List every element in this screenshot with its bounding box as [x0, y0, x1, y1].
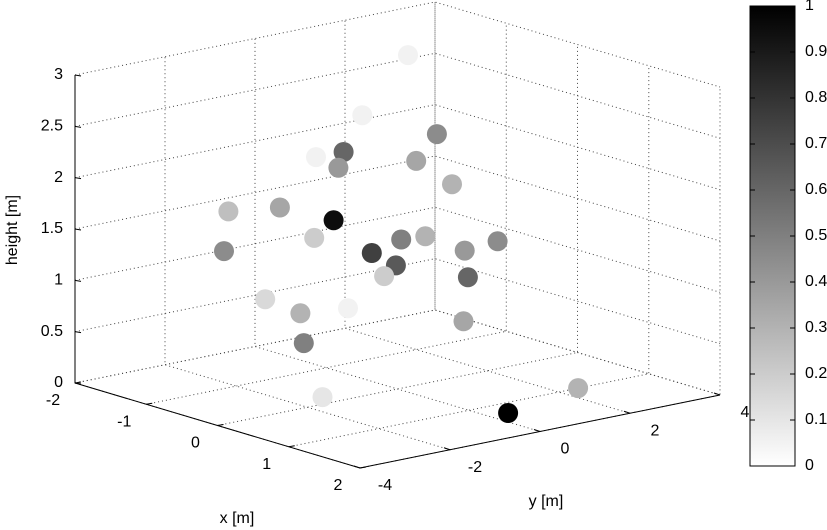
point: [457, 267, 478, 288]
z-tick: [74, 279, 82, 282]
point: [304, 227, 325, 248]
colorbar-tick-label: 1: [805, 0, 814, 14]
axis-line: [74, 75, 721, 469]
x-tick-label: 0: [191, 435, 200, 452]
x-grid-line: [217, 44, 578, 426]
z-axis-label: height [m]: [4, 195, 21, 265]
x-tick-label: -2: [46, 392, 60, 409]
colorbar-tick-label: 0.3: [805, 319, 827, 336]
y-tick: [533, 429, 541, 432]
point: [442, 174, 462, 195]
point: [487, 231, 508, 252]
y-tick-label: 0: [561, 441, 570, 458]
z-grid-line: [74, 309, 721, 396]
z-tick: [74, 228, 82, 231]
point: [328, 157, 349, 178]
x-tick-label: -1: [117, 413, 131, 430]
point: [323, 210, 344, 231]
point: [269, 197, 290, 218]
colorbar-tick-label: 0.9: [805, 43, 827, 60]
y-tick: [623, 410, 631, 414]
y-axis-label: y [m]: [529, 493, 564, 510]
point: [333, 142, 354, 162]
y-tick-label: 2: [651, 422, 660, 439]
z-tick-label: 3: [54, 66, 63, 83]
x-grid-line: [359, 87, 721, 469]
colorbar-tick-label: 0.7: [805, 135, 827, 152]
z-tick: [74, 74, 82, 77]
z-tick-label: 1.5: [41, 220, 63, 237]
point: [454, 240, 475, 261]
z-tick-label: 2.5: [41, 118, 63, 135]
colorbar-tick-label: 0.8: [805, 89, 827, 106]
y-grid-line: [74, 75, 361, 469]
point: [398, 45, 418, 66]
z-tick-label: 2: [54, 169, 63, 186]
z-grid-line: [74, 206, 721, 293]
x-tick-label: 2: [334, 477, 343, 494]
point: [290, 303, 311, 324]
colorbar-tick-label: 0.5: [805, 227, 827, 244]
y-grid-line: [344, 20, 631, 414]
point: [453, 311, 474, 332]
point: [361, 243, 382, 263]
y-grid-line: [164, 56, 451, 451]
colorbar: [749, 5, 796, 467]
point: [568, 378, 589, 399]
point: [406, 150, 427, 171]
x-grid-line: [288, 65, 650, 448]
point: [338, 298, 358, 319]
x-grid-line: [146, 23, 507, 405]
point: [352, 105, 373, 126]
point: [218, 201, 239, 222]
point: [306, 147, 326, 168]
y-tick-label: -4: [378, 477, 392, 494]
point: [415, 226, 436, 247]
z-tick: [74, 177, 82, 180]
colorbar-tick-label: 0.1: [805, 411, 827, 428]
point: [374, 266, 395, 287]
colorbar-tick-label: 0.4: [805, 273, 827, 290]
x-tick-label: 1: [262, 456, 271, 473]
point: [391, 229, 412, 250]
z-grid-line: [74, 155, 721, 242]
point: [214, 241, 234, 262]
z-tick-label: 0: [54, 374, 63, 391]
point: [498, 403, 519, 423]
y-tick-label: -2: [468, 459, 482, 476]
z-grid-line: [74, 1, 721, 88]
colorbar-tick-label: 0: [805, 457, 814, 474]
point: [255, 289, 276, 310]
x-grid-line: [74, 2, 436, 384]
z-tick: [74, 331, 82, 334]
y-tick: [713, 392, 721, 396]
z-tick: [74, 125, 82, 128]
z-tick-label: 1: [54, 272, 63, 289]
y-tick-label: 4: [741, 404, 750, 421]
x-axis-label: x [m]: [220, 510, 255, 527]
z-tick-label: 0.5: [41, 323, 63, 340]
colorbar-tick-label: 0.2: [805, 365, 827, 382]
colorbar-tick-label: 0.6: [805, 181, 827, 198]
point: [312, 387, 333, 408]
z-grid-line: [74, 104, 721, 191]
point: [293, 333, 314, 354]
y-tick: [443, 447, 451, 451]
z-grid-line: [74, 52, 721, 139]
point: [426, 124, 447, 145]
